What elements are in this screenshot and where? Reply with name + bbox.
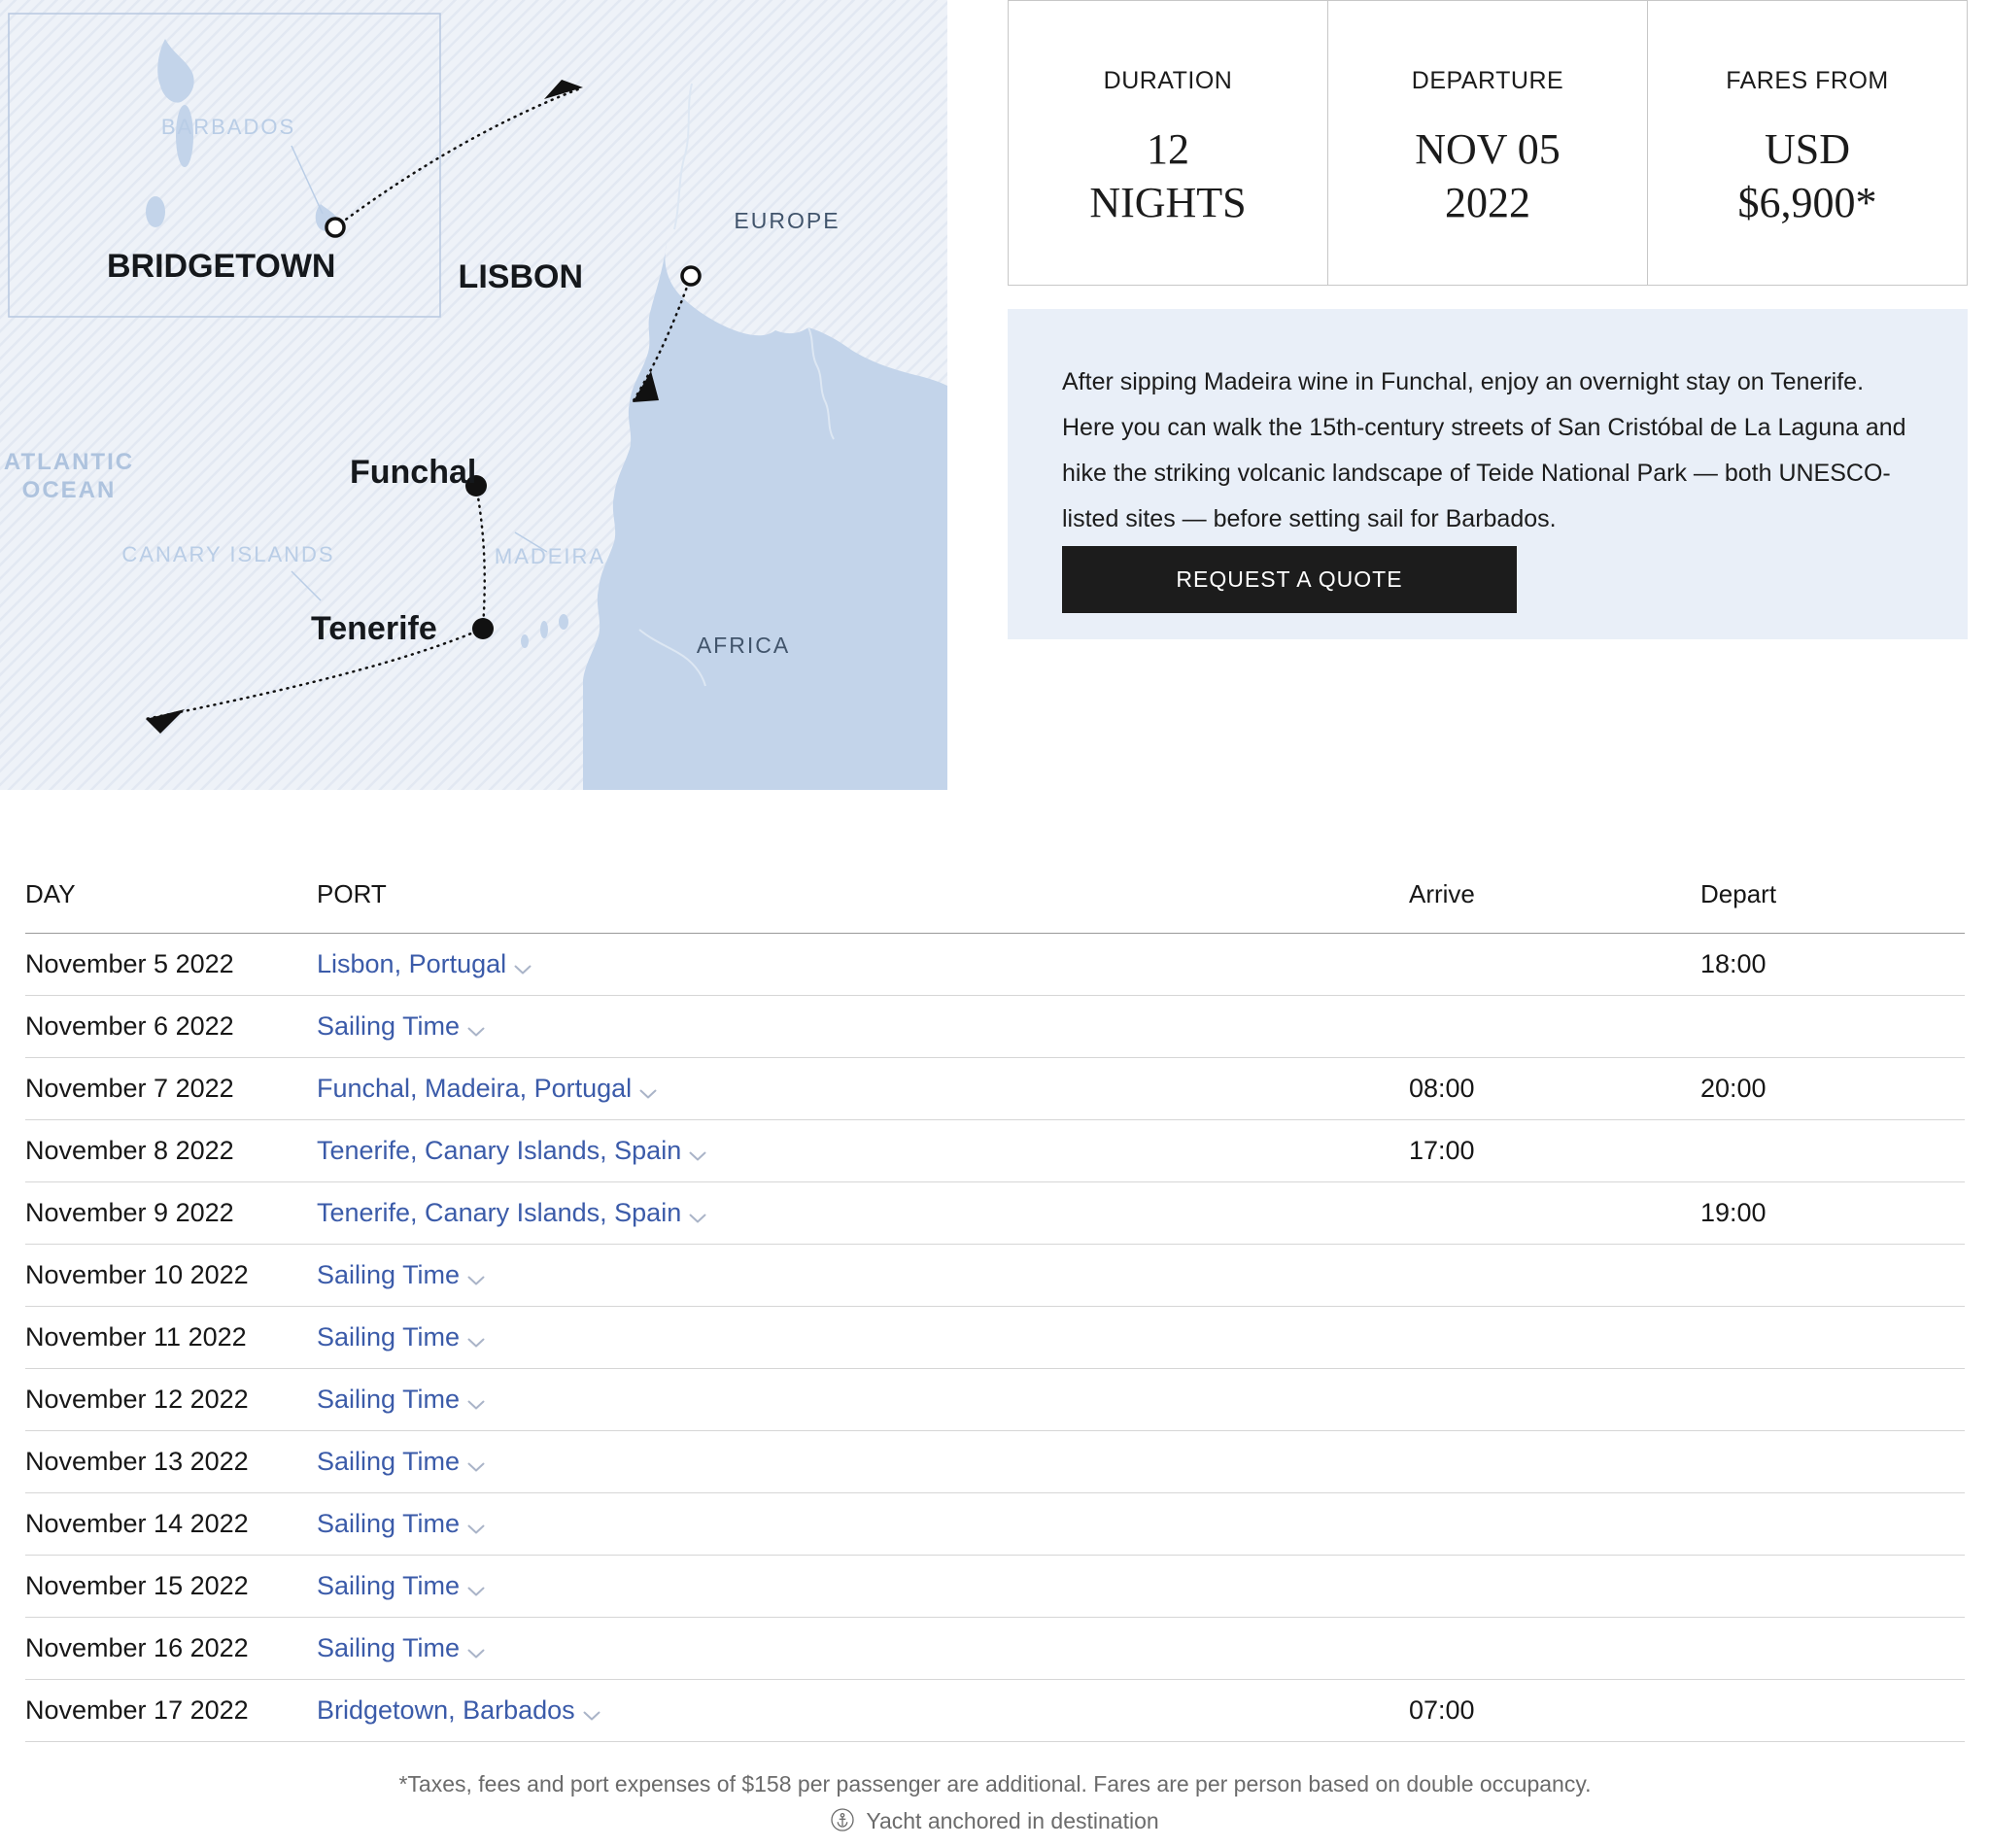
svg-text:BARBADOS: BARBADOS	[161, 115, 295, 139]
svg-text:LISBON: LISBON	[459, 258, 583, 295]
svg-text:CANARY ISLANDS: CANARY ISLANDS	[121, 542, 334, 566]
svg-text:OCEAN: OCEAN	[22, 477, 117, 503]
svg-text:Tenerife: Tenerife	[311, 610, 437, 647]
svg-text:Funchal: Funchal	[350, 454, 476, 491]
svg-text:AFRICA: AFRICA	[697, 633, 790, 658]
svg-text:MADEIRA: MADEIRA	[495, 544, 605, 568]
svg-text:EUROPE: EUROPE	[734, 208, 840, 233]
svg-text:ATLANTIC: ATLANTIC	[4, 449, 134, 475]
svg-text:BRIDGETOWN: BRIDGETOWN	[107, 248, 335, 285]
